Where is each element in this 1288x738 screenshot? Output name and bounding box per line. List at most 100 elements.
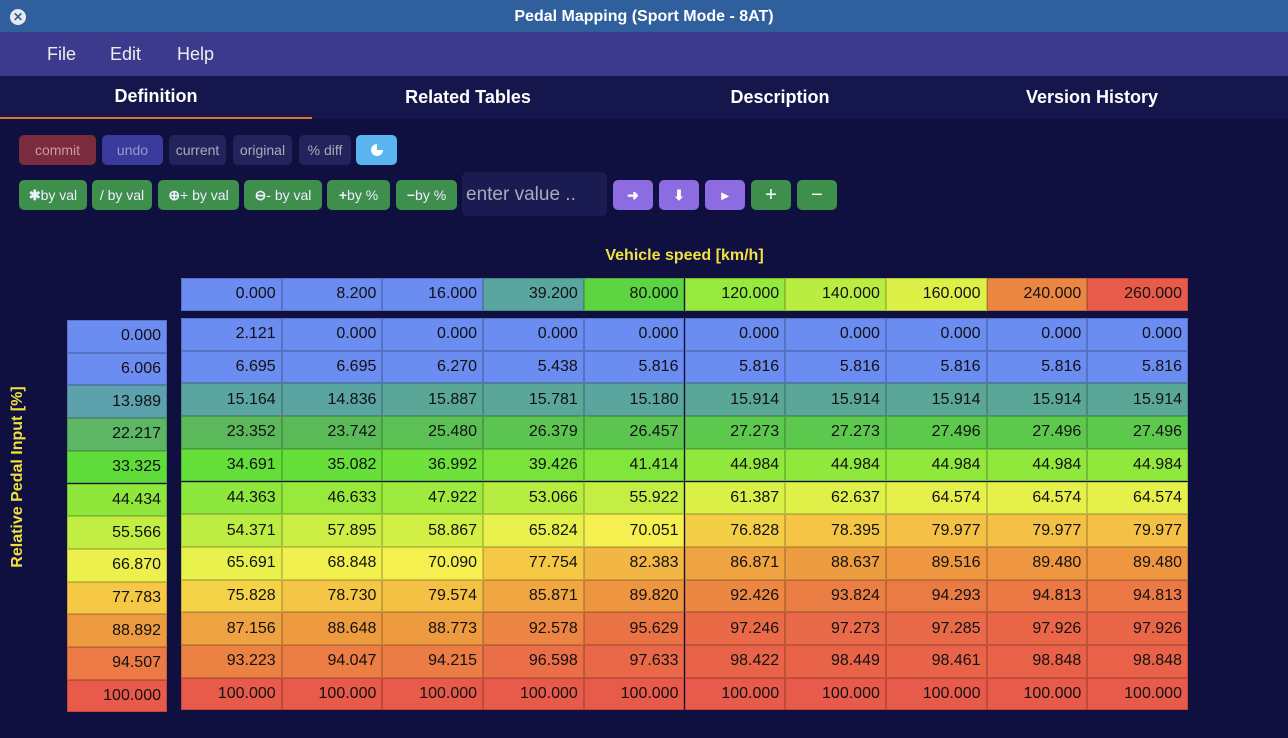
table-cell[interactable]: 64.574	[1087, 481, 1188, 515]
toolbar-button[interactable]: commit	[19, 135, 96, 165]
x-axis-cell[interactable]: 140.000	[785, 278, 886, 311]
toolbar-button[interactable]: original	[233, 135, 292, 165]
table-cell[interactable]: 57.895	[281, 514, 383, 547]
table-cell[interactable]: 78.395	[785, 514, 886, 547]
table-cell[interactable]: 35.082	[281, 448, 383, 482]
table-cell[interactable]: 89.820	[583, 579, 685, 613]
table-cell[interactable]: 88.773	[382, 612, 484, 645]
toolbar-button[interactable]: current	[169, 135, 226, 165]
table-cell[interactable]: 5.816	[684, 350, 786, 384]
table-cell[interactable]: 36.992	[382, 448, 484, 482]
table-cell[interactable]: 76.828	[684, 514, 786, 547]
table-cell[interactable]: 79.574	[382, 579, 484, 613]
x-axis-cell[interactable]: 8.200	[281, 278, 383, 311]
table-cell[interactable]: 94.293	[885, 579, 987, 613]
table-cell[interactable]: 6.270	[382, 350, 484, 384]
y-axis-cell[interactable]: 94.507	[67, 647, 167, 680]
table-cell[interactable]: 2.121	[181, 318, 282, 351]
table-cell[interactable]: 64.574	[986, 481, 1088, 515]
y-axis-cell[interactable]: 77.783	[67, 581, 167, 615]
y-axis-cell[interactable]: 13.989	[67, 385, 167, 419]
table-cell[interactable]: 15.914	[1087, 383, 1188, 417]
operation-button[interactable]: ✱ by val	[19, 180, 87, 210]
table-cell[interactable]: 97.633	[583, 645, 685, 678]
table-cell[interactable]: 27.496	[986, 416, 1088, 449]
table-cell[interactable]: 15.164	[181, 383, 282, 417]
table-cell[interactable]: 98.848	[1087, 645, 1188, 678]
table-cell[interactable]: 93.824	[785, 579, 886, 613]
table-cell[interactable]: 79.977	[986, 514, 1088, 547]
fill-button[interactable]: ➜	[613, 180, 653, 210]
table-cell[interactable]: 86.871	[684, 546, 786, 580]
table-cell[interactable]: 15.887	[382, 383, 484, 417]
row-button[interactable]: −	[797, 180, 837, 210]
table-cell[interactable]: 44.984	[885, 448, 987, 482]
y-axis-cell[interactable]: 22.217	[67, 418, 167, 451]
operation-button[interactable]: + by %	[327, 180, 390, 210]
menu-item[interactable]: Help	[177, 44, 215, 64]
table-cell[interactable]: 41.414	[583, 448, 685, 482]
table-cell[interactable]: 15.914	[684, 383, 786, 417]
table-cell[interactable]: 23.352	[181, 416, 282, 449]
table-cell[interactable]: 58.867	[382, 514, 484, 547]
table-cell[interactable]: 79.977	[1087, 514, 1188, 547]
table-cell[interactable]: 89.480	[1087, 546, 1188, 580]
table-cell[interactable]: 0.000	[583, 318, 685, 351]
menu-item[interactable]: Edit	[110, 44, 142, 64]
table-cell[interactable]: 94.047	[281, 645, 383, 678]
tab[interactable]: Definition	[0, 76, 312, 119]
table-cell[interactable]: 89.480	[986, 546, 1088, 580]
table-cell[interactable]: 6.695	[281, 350, 383, 384]
table-cell[interactable]: 64.574	[885, 481, 987, 515]
table-cell[interactable]: 95.629	[583, 612, 685, 645]
tab[interactable]: Description	[730, 87, 830, 107]
table-cell[interactable]: 5.816	[885, 350, 987, 384]
table-cell[interactable]: 61.387	[684, 481, 786, 515]
x-axis-cell[interactable]: 120.000	[684, 278, 786, 311]
menu-item[interactable]: File	[47, 44, 77, 64]
table-cell[interactable]: 0.000	[684, 318, 786, 351]
table-cell[interactable]: 94.215	[382, 645, 484, 678]
table-cell[interactable]: 15.180	[583, 383, 685, 417]
table-cell[interactable]: 5.816	[583, 350, 685, 384]
table-cell[interactable]: 27.496	[1087, 416, 1188, 449]
table-cell[interactable]: 34.691	[181, 448, 282, 482]
table-cell[interactable]: 6.695	[181, 350, 282, 384]
table-cell[interactable]: 0.000	[281, 318, 383, 351]
table-cell[interactable]: 44.984	[684, 448, 786, 482]
table-cell[interactable]: 44.984	[986, 448, 1088, 482]
operation-button[interactable]: − by %	[396, 180, 457, 210]
table-cell[interactable]: 100.000	[885, 677, 987, 711]
table-cell[interactable]: 100.000	[684, 677, 786, 711]
y-axis-cell[interactable]: 33.325	[67, 450, 167, 484]
chart-toggle-button[interactable]	[356, 135, 397, 165]
table-cell[interactable]: 5.816	[986, 350, 1088, 384]
table-cell[interactable]: 97.285	[885, 612, 987, 645]
close-button[interactable]: ✕	[10, 9, 26, 25]
table-cell[interactable]: 44.984	[785, 448, 886, 482]
operation-button[interactable]: ⊕ + by val	[158, 180, 239, 210]
table-cell[interactable]: 53.066	[483, 481, 584, 515]
table-cell[interactable]: 100.000	[986, 677, 1088, 711]
table-cell[interactable]: 0.000	[1087, 318, 1188, 351]
table-cell[interactable]: 0.000	[483, 318, 584, 351]
x-axis-cell[interactable]: 0.000	[181, 278, 282, 311]
table-cell[interactable]: 100.000	[483, 677, 584, 711]
table-cell[interactable]: 93.223	[181, 645, 282, 678]
table-cell[interactable]: 89.516	[885, 546, 987, 580]
table-cell[interactable]: 25.480	[382, 416, 484, 449]
table-cell[interactable]: 27.273	[785, 416, 886, 449]
table-cell[interactable]: 94.813	[986, 579, 1088, 613]
table-cell[interactable]: 87.156	[181, 612, 282, 645]
table-cell[interactable]: 65.824	[483, 514, 584, 547]
table-cell[interactable]: 65.691	[181, 546, 282, 580]
table-cell[interactable]: 92.426	[684, 579, 786, 613]
table-cell[interactable]: 96.598	[483, 645, 584, 678]
table-cell[interactable]: 78.730	[281, 579, 383, 613]
tab[interactable]: Version History	[1025, 87, 1159, 107]
operation-button[interactable]: / by val	[92, 180, 152, 210]
table-cell[interactable]: 88.637	[785, 546, 886, 580]
x-axis-cell[interactable]: 80.000	[583, 278, 685, 311]
table-cell[interactable]: 54.371	[181, 514, 282, 547]
table-cell[interactable]: 46.633	[281, 481, 383, 515]
